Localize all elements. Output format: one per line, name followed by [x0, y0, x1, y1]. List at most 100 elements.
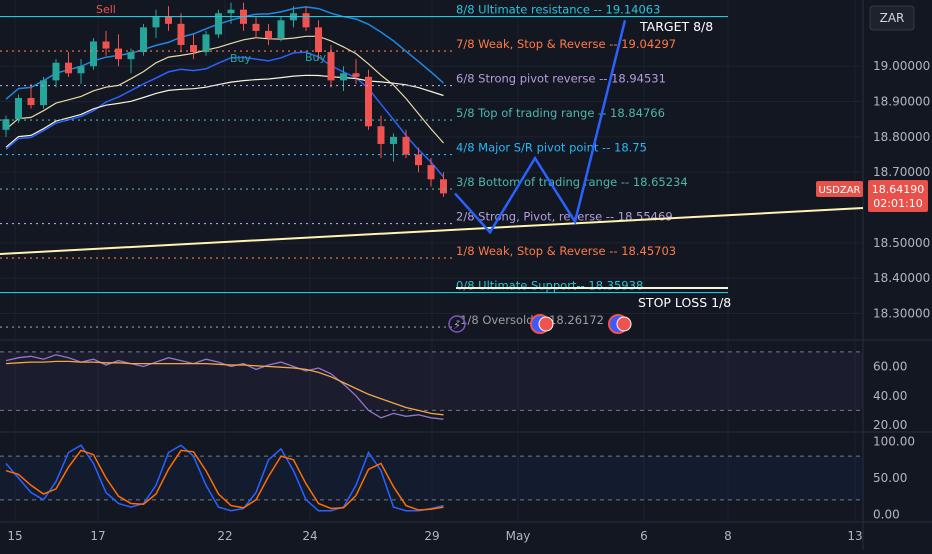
candle-body	[165, 16, 172, 24]
candle-body	[365, 76, 372, 127]
symbol-label: USDZAR	[818, 185, 860, 196]
x-tick-label: 6	[640, 529, 648, 543]
candle-body	[440, 179, 447, 194]
y-tick-label: 60.00	[873, 360, 907, 374]
y-tick-label: 0.00	[873, 507, 900, 521]
candle-body	[77, 66, 85, 74]
candle-body	[302, 13, 310, 28]
candle-body	[2, 119, 10, 130]
level-label: 0/8 Ultimate Support-- 18.35938	[456, 279, 643, 293]
y-tick-label: 18.70000	[873, 165, 930, 179]
y-tick-label: 18.90000	[873, 95, 930, 109]
stoch-d-line	[5, 449, 444, 511]
candle-body	[277, 20, 285, 38]
currency-badge[interactable]	[869, 5, 915, 31]
buy-signal-label: Buy	[305, 51, 327, 64]
sell-signal-label: Sell	[96, 3, 116, 16]
level-label: 6/8 Strong pivot reverse -- 18.94531	[456, 72, 666, 86]
candle-body	[90, 41, 97, 67]
candle-body	[352, 73, 360, 77]
y-tick-label: 18.30000	[873, 307, 930, 321]
time-axis[interactable]: 15 17 22 24 29 May 6 8 13	[7, 529, 862, 543]
level-label: 2/8 Strong, Pivot, reverse -- 18.55469	[456, 210, 673, 224]
x-tick-label: 13	[847, 529, 862, 543]
candle-body	[315, 27, 322, 53]
symbol-tag	[816, 181, 863, 197]
y-tick-label: 18.40000	[873, 271, 930, 285]
candle-body	[215, 13, 222, 35]
candle-body	[115, 48, 122, 60]
y-tick-label: 18.80000	[873, 130, 930, 144]
candle-body	[390, 136, 397, 144]
y-tick-label: 20.00	[873, 418, 907, 432]
rsi-ma-line	[5, 360, 444, 416]
lightning-glyph: ⚡	[453, 319, 461, 332]
candle-body	[402, 136, 410, 155]
rsi-band-fill	[0, 351, 863, 411]
candle-body	[377, 126, 385, 144]
trendline	[0, 207, 864, 255]
candles	[2, 2, 447, 197]
candle-body	[52, 62, 60, 81]
candle-body	[127, 52, 135, 60]
level-label: 5/8 Top of trading range -- 18.84766	[456, 106, 665, 120]
x-tick-label: 29	[424, 529, 439, 543]
candle-body	[340, 73, 347, 81]
candle-body	[327, 52, 335, 81]
us-flag-icon	[616, 316, 632, 332]
us-flag-icon	[538, 316, 554, 332]
overlay: TARGET 8/8 STOP LOSS 1/8 Sell Buy Buy ⚡	[0, 3, 864, 334]
projection-path	[454, 19, 627, 235]
x-tick-label: 22	[217, 529, 232, 543]
level-label: -1/8 Oversold -- 18.26172	[456, 313, 604, 327]
candle-body	[415, 154, 422, 166]
ma-yellow	[5, 35, 444, 144]
x-tick-label: May	[506, 529, 531, 543]
candle-body	[202, 34, 210, 53]
level-label: 3/8 Bottom of trading range -- 18.65234	[456, 175, 688, 189]
candle-body	[40, 80, 47, 106]
candle-body	[190, 45, 197, 53]
candle-body	[102, 41, 110, 49]
price-axis[interactable]: 19.00000 18.90000 18.80000 18.70000 18.50000…	[873, 59, 930, 521]
bar-countdown: 02:01:10	[873, 197, 922, 210]
target-label: TARGET 8/8	[639, 19, 713, 34]
stoch-pane	[0, 444, 863, 512]
candle-body	[252, 23, 260, 31]
candle-body	[65, 62, 72, 74]
candle-body	[265, 30, 272, 38]
x-tick-label: 8	[724, 529, 732, 543]
y-tick-label: 18.50000	[873, 236, 930, 250]
candle-body	[177, 23, 185, 46]
buy-signal-label: Buy	[230, 52, 252, 65]
y-tick-label: 100.00	[873, 435, 915, 449]
candle-body	[227, 9, 235, 14]
rsi-pane	[0, 351, 863, 420]
candle-body	[15, 98, 22, 120]
last-price: 18.64190	[872, 183, 925, 196]
lightning-icon	[448, 315, 466, 333]
grid	[0, 0, 863, 522]
y-tick-label: 19.00000	[873, 59, 930, 73]
level-label: 8/8 Ultimate resistance -- 19.14063	[456, 3, 660, 17]
candle-body	[152, 16, 160, 28]
x-tick-label: 15	[7, 529, 22, 543]
price-tag	[868, 180, 928, 212]
y-tick-label: 40.00	[873, 389, 907, 403]
murrey-levels: 8/8 Ultimate resistance -- 19.14063 7/8 W…	[0, 3, 728, 328]
x-tick-label: 17	[90, 529, 105, 543]
candle-body	[140, 27, 147, 53]
level-label: 1/8 Weak, Stop & Reverse -- 18.45703	[456, 244, 676, 258]
candle-body	[427, 165, 435, 180]
stoch-k-line	[5, 444, 444, 512]
y-tick-label: 50.00	[873, 471, 907, 485]
level-label: 7/8 Weak, Stop & Reverse -- 19.04297	[456, 37, 676, 51]
stop-loss-label: STOP LOSS 1/8	[638, 295, 731, 310]
level-label: 4/8 Major S/R pivot point -- 18.75	[456, 141, 647, 155]
stoch-band-fill	[0, 456, 863, 500]
currency-label: ZAR	[880, 11, 905, 25]
candle-body	[27, 98, 35, 106]
x-tick-label: 24	[302, 529, 317, 543]
